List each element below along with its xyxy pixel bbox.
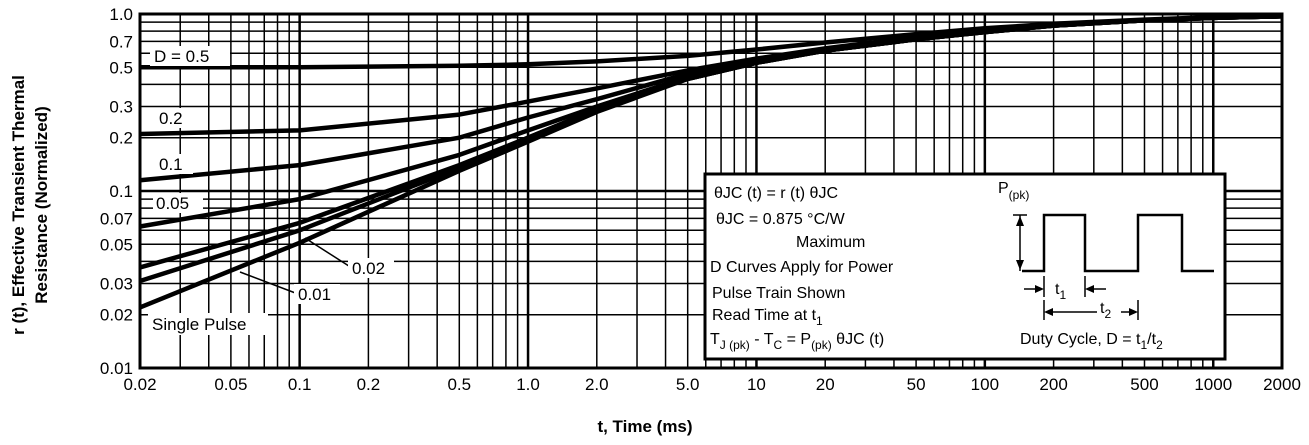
note-tj-equation: TJ (pk) - TC = P(pk) θJC (t) (710, 331, 884, 352)
pointer-002 (304, 237, 353, 269)
x-tick-label: 20 (816, 375, 835, 394)
x-tick-label: 2.0 (585, 375, 609, 394)
x-tick-label: 0.2 (357, 375, 381, 394)
y-axis-title-line2: Resistance (Normalized) (32, 106, 51, 303)
y-tick-label: 0.7 (109, 32, 133, 51)
series-label-002: 0.02 (352, 259, 385, 278)
x-axis-title: t, Time (ms) (597, 417, 692, 436)
pulse-train-waveform (1022, 213, 1214, 273)
series-layer (139, 14, 1283, 310)
y-tick-label: 0.1 (109, 182, 133, 201)
t2-arrow-right (1129, 308, 1138, 316)
x-tick-label: 500 (1130, 375, 1158, 394)
x-tick-label: 10 (747, 375, 766, 394)
label-t1: t1 (1055, 281, 1066, 302)
annotation-box: θJC (t) = r (t) θJC θJC = 0.875 °C/W Max… (703, 172, 1227, 361)
series-label-single-pulse: Single Pulse (152, 315, 247, 334)
series-label-001: 0.01 (298, 285, 331, 304)
note-d-curves: D Curves Apply for Power (710, 259, 894, 276)
x-tick-label: 0.05 (214, 375, 247, 394)
y-tick-label: 0.3 (109, 98, 133, 117)
x-tick-label: 1.0 (516, 375, 540, 394)
pointer-001 (239, 271, 299, 295)
y-tick-label: 0.05 (100, 235, 133, 254)
x-tick-label: 2000 (1263, 375, 1301, 394)
note-theta-jc-t: θJC (t) = r (t) θJC (714, 185, 838, 202)
x-tick-label: 200 (1039, 375, 1067, 394)
x-tick-label: 0.02 (123, 375, 156, 394)
series-label-005: 0.05 (156, 194, 189, 213)
y-tick-label: 0.03 (100, 275, 133, 294)
y-tick-label: 0.2 (109, 129, 133, 148)
note-read-time: Read Time at t1 (712, 307, 823, 328)
label-t2: t2 (1100, 300, 1111, 321)
ppk-arrow-down (1016, 260, 1024, 270)
label-duty-cycle: Duty Cycle, D = t1/t2 (1020, 331, 1163, 352)
note-maximum: Maximum (796, 234, 865, 251)
y-tick-label: 0.5 (109, 58, 133, 77)
label-ppk: P(pk) (998, 180, 1029, 202)
y-axis-title-line1: r (t), Effective Transient Thermal (9, 75, 28, 335)
series-label-01: 0.1 (159, 155, 183, 174)
x-tick-labels: 0.02 0.05 0.1 0.2 0.5 1.0 2.0 5.0 10 20 50 100 200 50… (123, 375, 1300, 394)
plot-frame (138, 12, 1284, 370)
y-tick-label: 0.01 (100, 359, 133, 378)
x-tick-label: 50 (907, 375, 926, 394)
x-tick-label: 1000 (1194, 375, 1232, 394)
x-tick-label: 5.0 (676, 375, 700, 394)
t2-arrow-left (1044, 308, 1053, 316)
t1-arrow-right (1035, 285, 1044, 293)
y-tick-label: 0.02 (100, 306, 133, 325)
x-tick-label: 0.1 (288, 375, 312, 394)
ppk-arrow-up (1016, 216, 1024, 226)
y-tick-label: 0.07 (100, 209, 133, 228)
series-line-6 (139, 14, 1283, 310)
t1-arrow-left (1085, 285, 1094, 293)
series-label-02: 0.2 (159, 109, 183, 128)
series-label-d05: D = 0.5 (154, 47, 209, 66)
y-tick-label: 1.0 (109, 5, 133, 24)
y-tick-labels: 1.0 0.7 0.5 0.3 0.2 0.1 0.07 0.05 0.03 0.02 0.01 (100, 5, 133, 378)
x-tick-label: 100 (971, 375, 999, 394)
note-theta-jc-value: θJC = 0.875 °C/W (716, 211, 846, 228)
x-tick-label: 0.5 (447, 375, 471, 394)
note-pulse-train: Pulse Train Shown (712, 285, 845, 302)
